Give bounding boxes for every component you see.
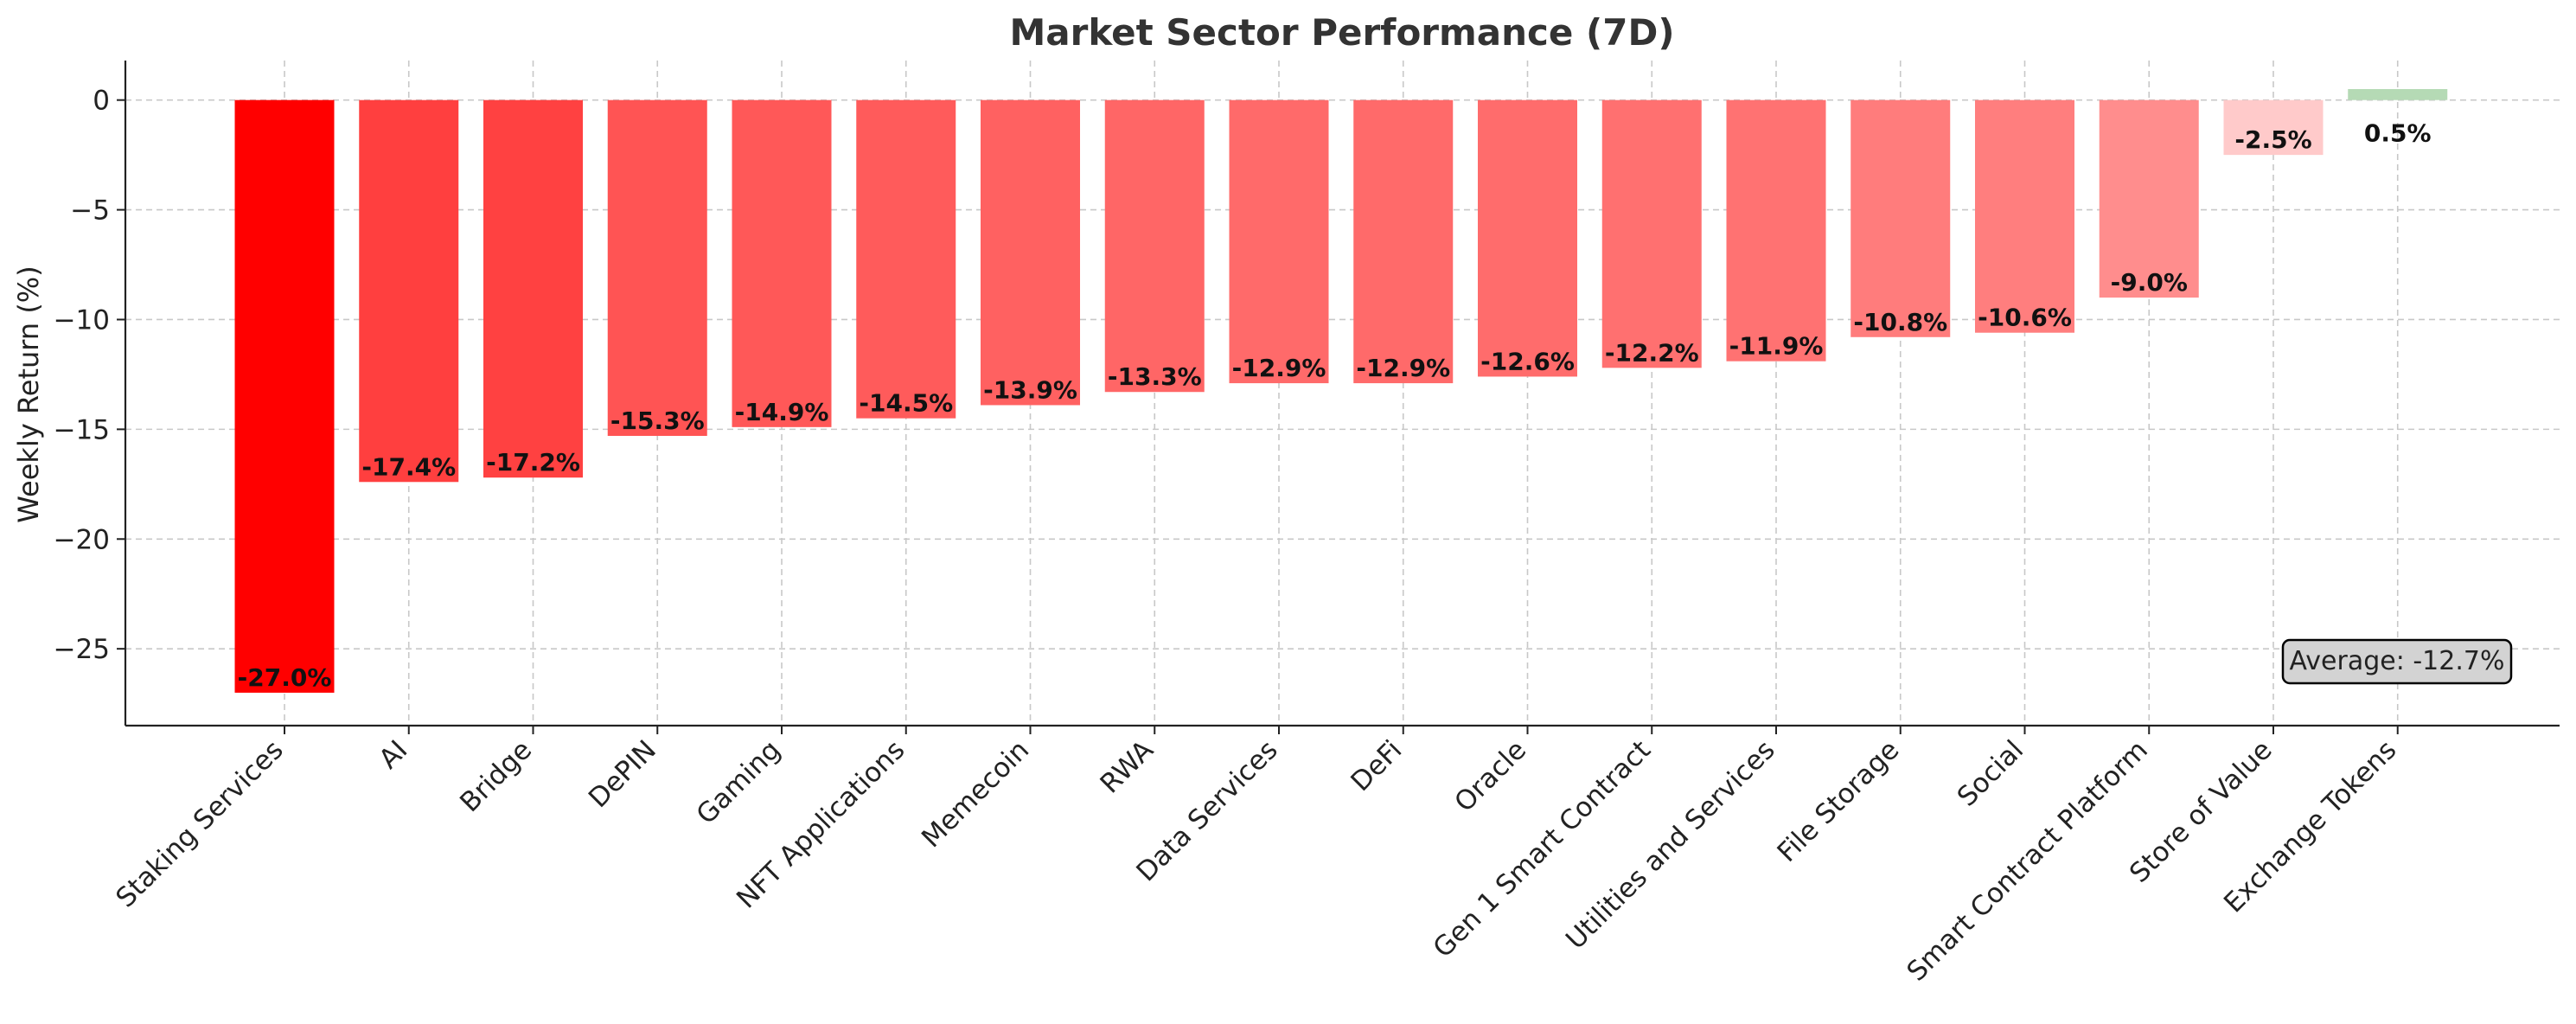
bars [234, 88, 2448, 693]
average-annotation-box [2281, 638, 2513, 685]
axes [117, 61, 2560, 734]
data-label: -11.9% [1729, 332, 1824, 361]
data-label: -12.2% [1605, 338, 1699, 367]
data-label: -27.0% [238, 663, 332, 692]
average-annotation: Average: -12.7% [2281, 638, 2513, 685]
bar [1229, 99, 1329, 384]
y-tick-label: 0 [93, 86, 110, 117]
bar [1726, 99, 1826, 362]
chart-title: Market Sector Performance (7D) [1009, 11, 1674, 54]
data-label: -12.9% [1356, 354, 1450, 382]
data-label: -10.8% [1853, 308, 1947, 336]
y-tick-label: −10 [54, 304, 110, 336]
y-tick-label: −20 [54, 524, 110, 555]
data-label: -14.5% [859, 389, 953, 418]
bar [359, 99, 459, 483]
bar [856, 99, 956, 419]
data-label: -12.9% [1232, 354, 1326, 382]
data-label: -10.6% [1978, 304, 2072, 332]
bar [1353, 99, 1454, 384]
data-label: -15.3% [610, 406, 705, 435]
y-axis-label: Weekly Return (%) [12, 266, 45, 522]
data-label: -9.0% [2111, 268, 2188, 297]
data-label: -2.5% [2234, 125, 2311, 154]
y-tick-label: −5 [70, 195, 110, 227]
bar [1104, 99, 1205, 393]
bar [1478, 99, 1577, 377]
y-tick-label: −15 [54, 414, 110, 445]
average-annotation-text: Average: -12.7% [2290, 646, 2505, 676]
data-label: 0.5% [2364, 119, 2432, 148]
bar [607, 99, 707, 436]
data-label: -17.4% [361, 452, 456, 481]
bar [234, 99, 335, 693]
bar [1601, 99, 1702, 368]
data-label: -12.6% [1480, 347, 1575, 375]
bar [1975, 99, 2074, 333]
bar [2099, 99, 2199, 298]
data-label: -17.2% [486, 448, 580, 477]
y-tick-label: −25 [54, 634, 110, 665]
data-label: -13.9% [983, 375, 1077, 404]
bar [981, 99, 1080, 406]
bar [2223, 99, 2324, 156]
bar [1851, 99, 1951, 337]
bar [483, 99, 583, 478]
bar [732, 99, 832, 427]
data-label: -13.3% [1108, 362, 1202, 391]
data-label: -14.9% [735, 398, 829, 426]
data-labels: -27.0% -17.4% -17.2% -15.3% -14.9% -14.5% -13.… [238, 119, 2432, 692]
bar [2348, 88, 2448, 100]
